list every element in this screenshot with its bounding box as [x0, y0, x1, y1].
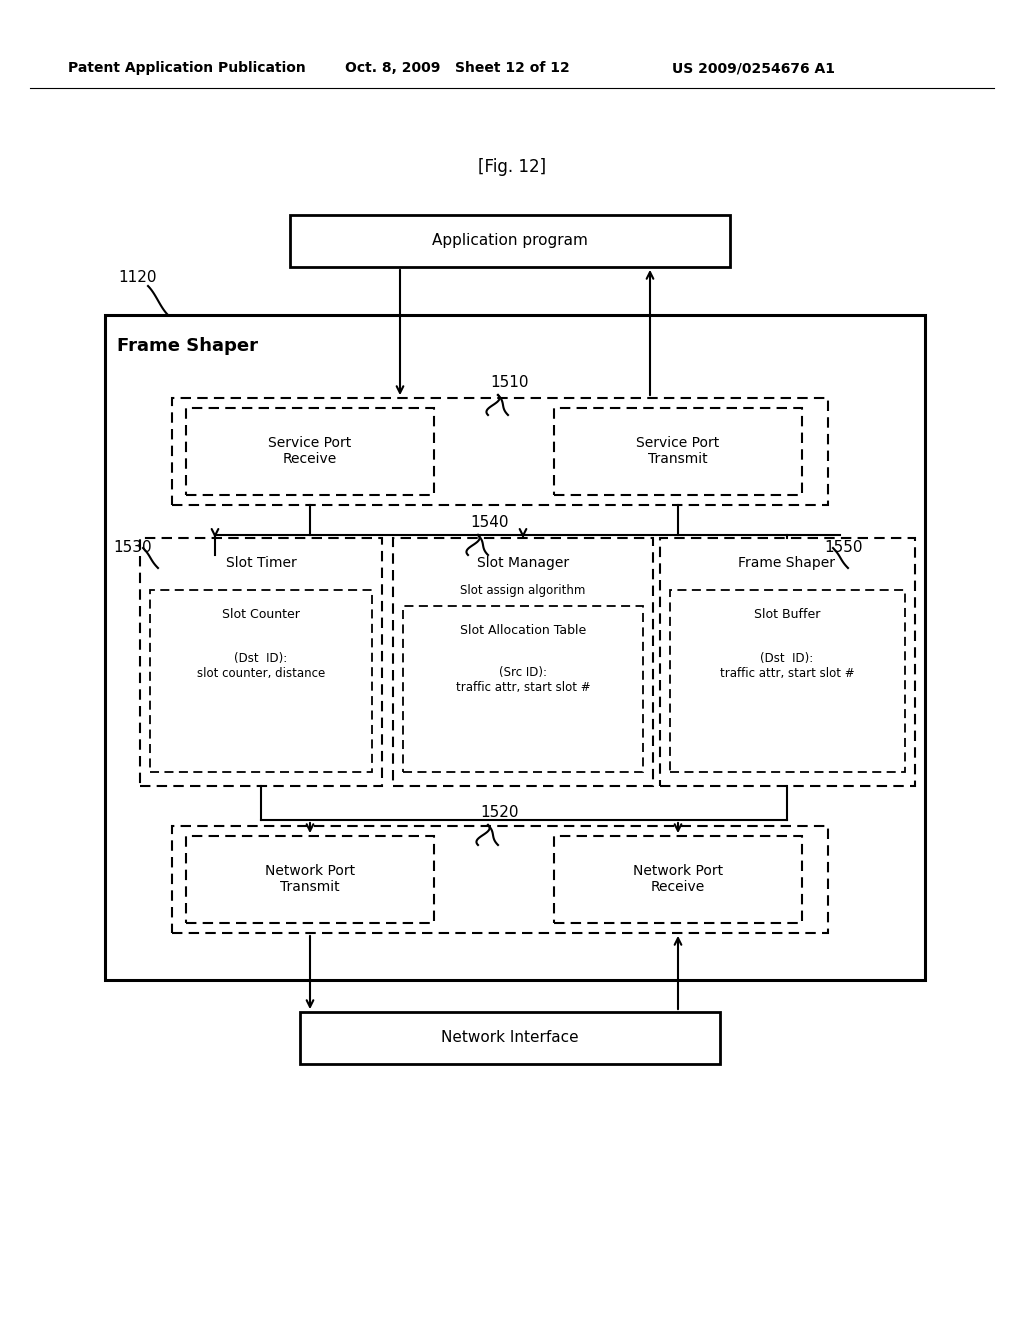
Text: 1120: 1120	[118, 271, 157, 285]
Text: Slot Manager: Slot Manager	[477, 556, 569, 570]
Text: 1530: 1530	[113, 540, 152, 554]
Text: Slot Counter: Slot Counter	[222, 609, 300, 620]
Text: Frame Shaper: Frame Shaper	[738, 556, 836, 570]
Text: Application program: Application program	[432, 234, 588, 248]
Text: (Dst  ID):
traffic attr, start slot #: (Dst ID): traffic attr, start slot #	[720, 652, 854, 680]
Text: (Dst  ID):
slot counter, distance: (Dst ID): slot counter, distance	[197, 652, 326, 680]
Text: Network Port
Receive: Network Port Receive	[633, 863, 723, 894]
Text: (Src ID):
traffic attr, start slot #: (Src ID): traffic attr, start slot #	[456, 667, 590, 694]
Bar	[105, 315, 925, 979]
Text: Slot Buffer: Slot Buffer	[754, 609, 820, 620]
Text: Frame Shaper: Frame Shaper	[117, 337, 258, 355]
Bar	[186, 836, 434, 923]
Text: Service Port
Transmit: Service Port Transmit	[636, 436, 720, 466]
Bar	[172, 826, 828, 933]
Bar	[140, 539, 382, 785]
Text: [Fig. 12]: [Fig. 12]	[478, 158, 546, 176]
Bar	[554, 408, 802, 495]
Bar	[186, 408, 434, 495]
Bar	[403, 606, 643, 772]
Text: Slot assign algorithm: Slot assign algorithm	[461, 583, 586, 597]
Text: Slot Timer: Slot Timer	[225, 556, 296, 570]
Bar	[150, 590, 372, 772]
Bar	[300, 1012, 720, 1064]
Text: 1520: 1520	[480, 805, 519, 820]
Bar	[290, 215, 730, 267]
Text: 1540: 1540	[471, 515, 509, 531]
Text: Service Port
Receive: Service Port Receive	[268, 436, 351, 466]
Text: Network Interface: Network Interface	[441, 1031, 579, 1045]
Text: 1510: 1510	[490, 375, 529, 389]
Text: US 2009/0254676 A1: US 2009/0254676 A1	[672, 61, 835, 75]
Bar	[393, 539, 653, 785]
Bar	[172, 399, 828, 506]
Text: Slot Allocation Table: Slot Allocation Table	[460, 624, 586, 638]
Text: 1550: 1550	[824, 540, 863, 554]
Text: Patent Application Publication: Patent Application Publication	[68, 61, 306, 75]
Bar	[670, 590, 905, 772]
Bar	[554, 836, 802, 923]
Text: Oct. 8, 2009   Sheet 12 of 12: Oct. 8, 2009 Sheet 12 of 12	[345, 61, 569, 75]
Bar	[660, 539, 915, 785]
Text: Network Port
Transmit: Network Port Transmit	[265, 863, 355, 894]
